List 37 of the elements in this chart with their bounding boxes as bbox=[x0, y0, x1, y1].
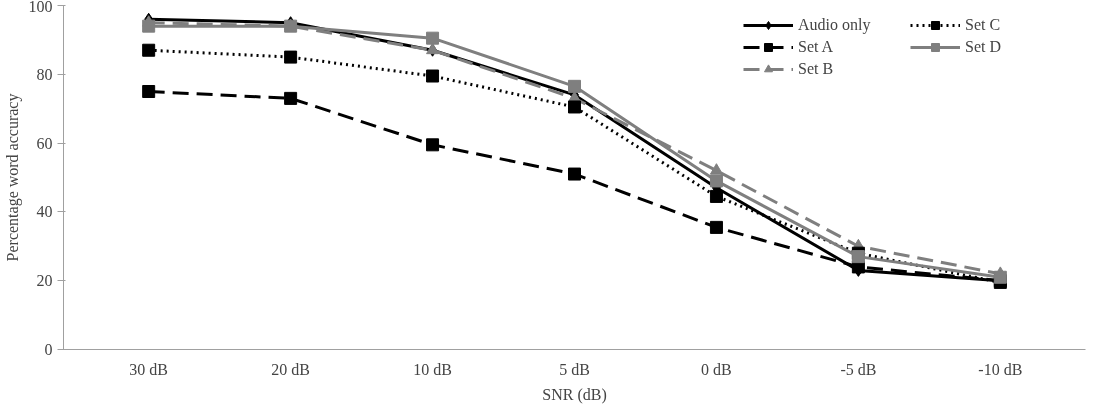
y-tick-label: 0 bbox=[44, 341, 53, 358]
legend-label: Set A bbox=[798, 38, 835, 56]
point bbox=[426, 138, 440, 152]
x-tick-label: -5 dB bbox=[840, 360, 877, 378]
x-axis-title: SNR (dB) bbox=[542, 385, 607, 404]
y-tick-label: 60 bbox=[36, 134, 53, 152]
x-tick-label: 10 dB bbox=[413, 360, 452, 378]
point bbox=[142, 85, 156, 98]
legend-label: Set D bbox=[965, 38, 1002, 56]
y-tick-label: 20 bbox=[36, 272, 53, 290]
point bbox=[142, 43, 156, 57]
y-tick-label: 40 bbox=[36, 203, 53, 221]
x-tick-label: 5 dB bbox=[559, 360, 590, 378]
point bbox=[709, 189, 723, 203]
x-tick-label: 20 dB bbox=[271, 360, 310, 378]
point bbox=[568, 79, 581, 93]
point bbox=[568, 167, 581, 181]
point bbox=[993, 270, 1007, 284]
point bbox=[709, 174, 723, 188]
point bbox=[568, 100, 581, 114]
point bbox=[142, 19, 156, 33]
legend-label: Audio only bbox=[798, 16, 872, 34]
point bbox=[851, 250, 865, 264]
x-tick-label: -10 dB bbox=[978, 360, 1023, 378]
x-tick-label: 30 dB bbox=[129, 360, 168, 378]
point bbox=[709, 220, 723, 234]
y-tick-label: 100 bbox=[28, 0, 53, 15]
point bbox=[284, 91, 298, 105]
y-axis-title: Percentage word accuracy bbox=[3, 93, 22, 262]
x-tick-label: 0 dB bbox=[701, 360, 732, 378]
point bbox=[709, 163, 723, 175]
point bbox=[284, 50, 298, 64]
point bbox=[426, 31, 440, 45]
legend-label: Set B bbox=[798, 60, 835, 78]
legend-label: Set C bbox=[965, 16, 1002, 34]
y-tick-label: 80 bbox=[36, 65, 53, 83]
point bbox=[426, 69, 440, 83]
